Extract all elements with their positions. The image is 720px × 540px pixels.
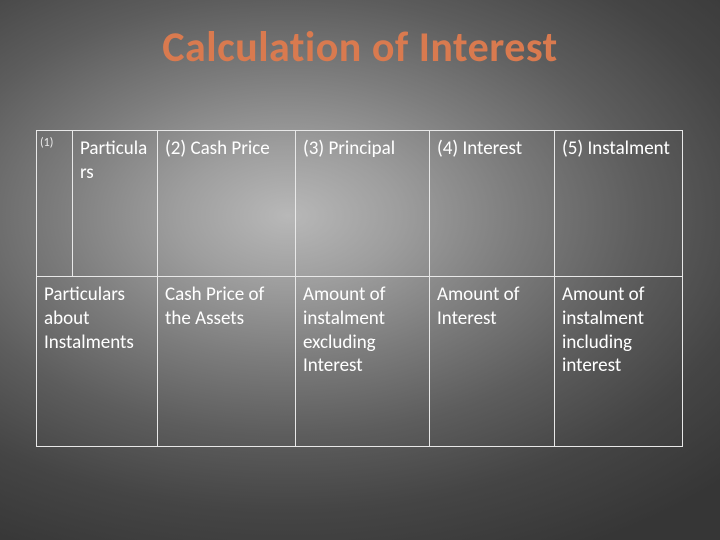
header-principal: (3) Principal	[296, 131, 430, 277]
col-marker-1: (1)	[37, 131, 73, 277]
table-header-row: (1) Particulars (2) Cash Price (3) Princ…	[37, 131, 683, 277]
cell-instalment: Amount of instalment including interest	[555, 277, 683, 447]
header-particulars: Particulars	[73, 131, 158, 277]
cell-cash-price: Cash Price of the Assets	[158, 277, 296, 447]
interest-table: (1) Particulars (2) Cash Price (3) Princ…	[36, 130, 682, 447]
header-instalment: (5) Instalment	[555, 131, 683, 277]
header-cash-price: (2) Cash Price	[158, 131, 296, 277]
cell-interest: Amount of Interest	[430, 277, 555, 447]
page-title: Calculation of Interest	[0, 0, 720, 73]
cell-particulars: Particulars about Instalments	[37, 277, 158, 447]
header-interest: (4) Interest	[430, 131, 555, 277]
table-row: Particulars about Instalments Cash Price…	[37, 277, 683, 447]
cell-principal: Amount of instalment excluding Interest	[296, 277, 430, 447]
